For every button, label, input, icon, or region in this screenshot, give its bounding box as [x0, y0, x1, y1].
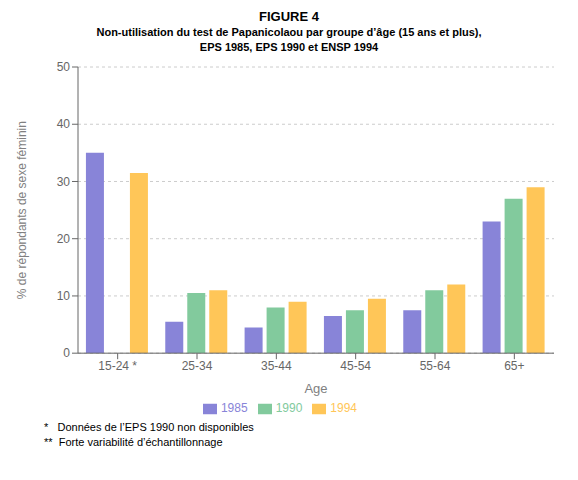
svg-text:45-54: 45-54 [340, 359, 371, 373]
svg-text:0: 0 [63, 346, 70, 360]
html-text:FIGURE 4: FIGURE 4 [259, 9, 319, 24]
svg-text:15-24 *: 15-24 * [98, 359, 137, 373]
svg-text:30: 30 [57, 175, 71, 189]
html-text:1990: 1990 [275, 401, 303, 416]
html-text:Non-utilisation du test de Pap: Non-utilisation du test de Papanicolaou … [96, 26, 482, 38]
svg-text:50: 50 [57, 60, 71, 74]
html-text:1985: 1985 [220, 401, 248, 416]
svg-text:10: 10 [57, 289, 71, 303]
svg-text:55-64: 55-64 [420, 359, 451, 373]
html-text:* Données de l’EPS 1990 non di: * Données de l’EPS 1990 non disponibles [44, 421, 254, 433]
svg-text:% de répondants de sexe fémini: % de répondants de sexe féminin [15, 121, 29, 299]
svg-text:65+: 65+ [504, 359, 524, 373]
svg-text:25-34: 25-34 [182, 359, 213, 373]
html-text:EPS 1985, EPS 1990 et ENSP 199: EPS 1985, EPS 1990 et ENSP 1994 [199, 41, 379, 53]
html-text:1994: 1994 [330, 401, 357, 416]
svg-text:35-44: 35-44 [261, 359, 292, 373]
svg-text:Age: Age [304, 381, 327, 396]
svg-text:20: 20 [57, 232, 71, 246]
html-text:** Forte variabilité d’échanti: ** Forte variabilité d’échantillonnage [44, 436, 223, 448]
svg-text:40: 40 [57, 117, 71, 131]
